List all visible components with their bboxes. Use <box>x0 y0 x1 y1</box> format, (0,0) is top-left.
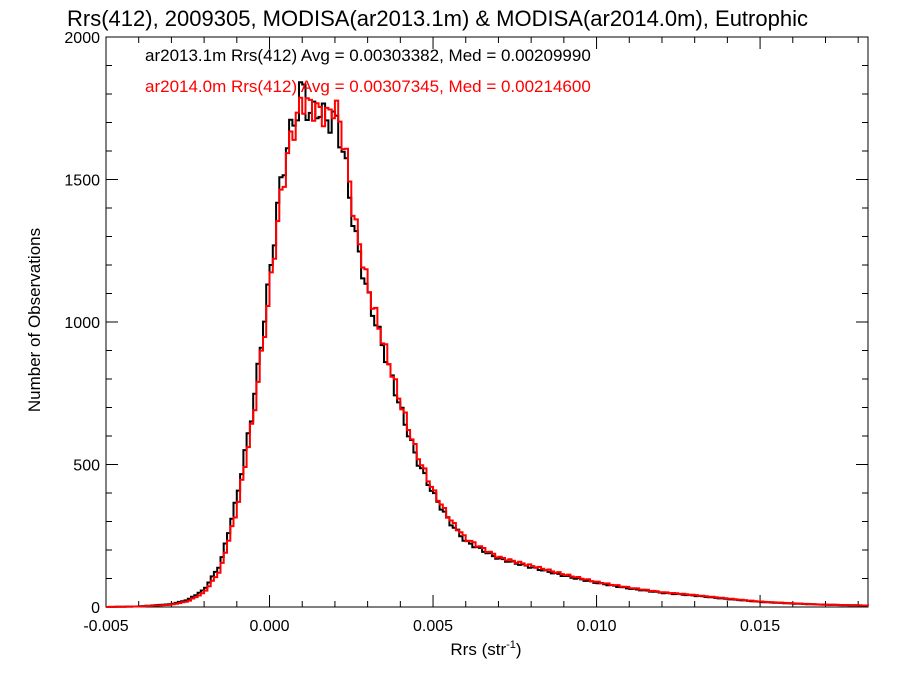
y-tick-label: 0 <box>91 600 100 617</box>
y-axis-label: Number of Observations <box>25 228 44 412</box>
x-tick-label: 0.005 <box>413 618 453 635</box>
series-line-ar2013.1m <box>106 81 868 608</box>
x-axis-label-close: ) <box>516 640 522 659</box>
chart-title: Rrs(412), 2009305, MODISA(ar2013.1m) & M… <box>67 6 808 31</box>
plot-frame <box>105 36 869 608</box>
x-tick-label: 0.000 <box>249 618 289 635</box>
x-tick-label: -0.005 <box>83 618 128 635</box>
x-axis-label-main: Rrs (str <box>450 640 506 659</box>
x-tick-label: 0.015 <box>740 618 780 635</box>
y-tick-label: 500 <box>73 458 100 475</box>
legend-entry-ar2013: ar2013.1m Rrs(412) Avg = 0.00303382, Med… <box>145 46 591 65</box>
x-tick-label: 0.010 <box>577 618 617 635</box>
x-axis-label: Rrs (str-1) <box>450 639 521 659</box>
y-tick-label: 1500 <box>64 173 100 190</box>
series-line-ar2014.0m <box>106 96 869 608</box>
y-tick-label: 1000 <box>64 315 100 332</box>
x-axis-label-sup: -1 <box>506 639 516 651</box>
y-tick-label: 2000 <box>64 30 100 47</box>
legend-entry-ar2014: ar2014.0m Rrs(412) Avg = 0.00307345, Med… <box>145 77 591 96</box>
plot-area: 0 500 1000 1500 2000 -0.005 0.000 0.005 0.010 0.0… <box>64 30 869 635</box>
